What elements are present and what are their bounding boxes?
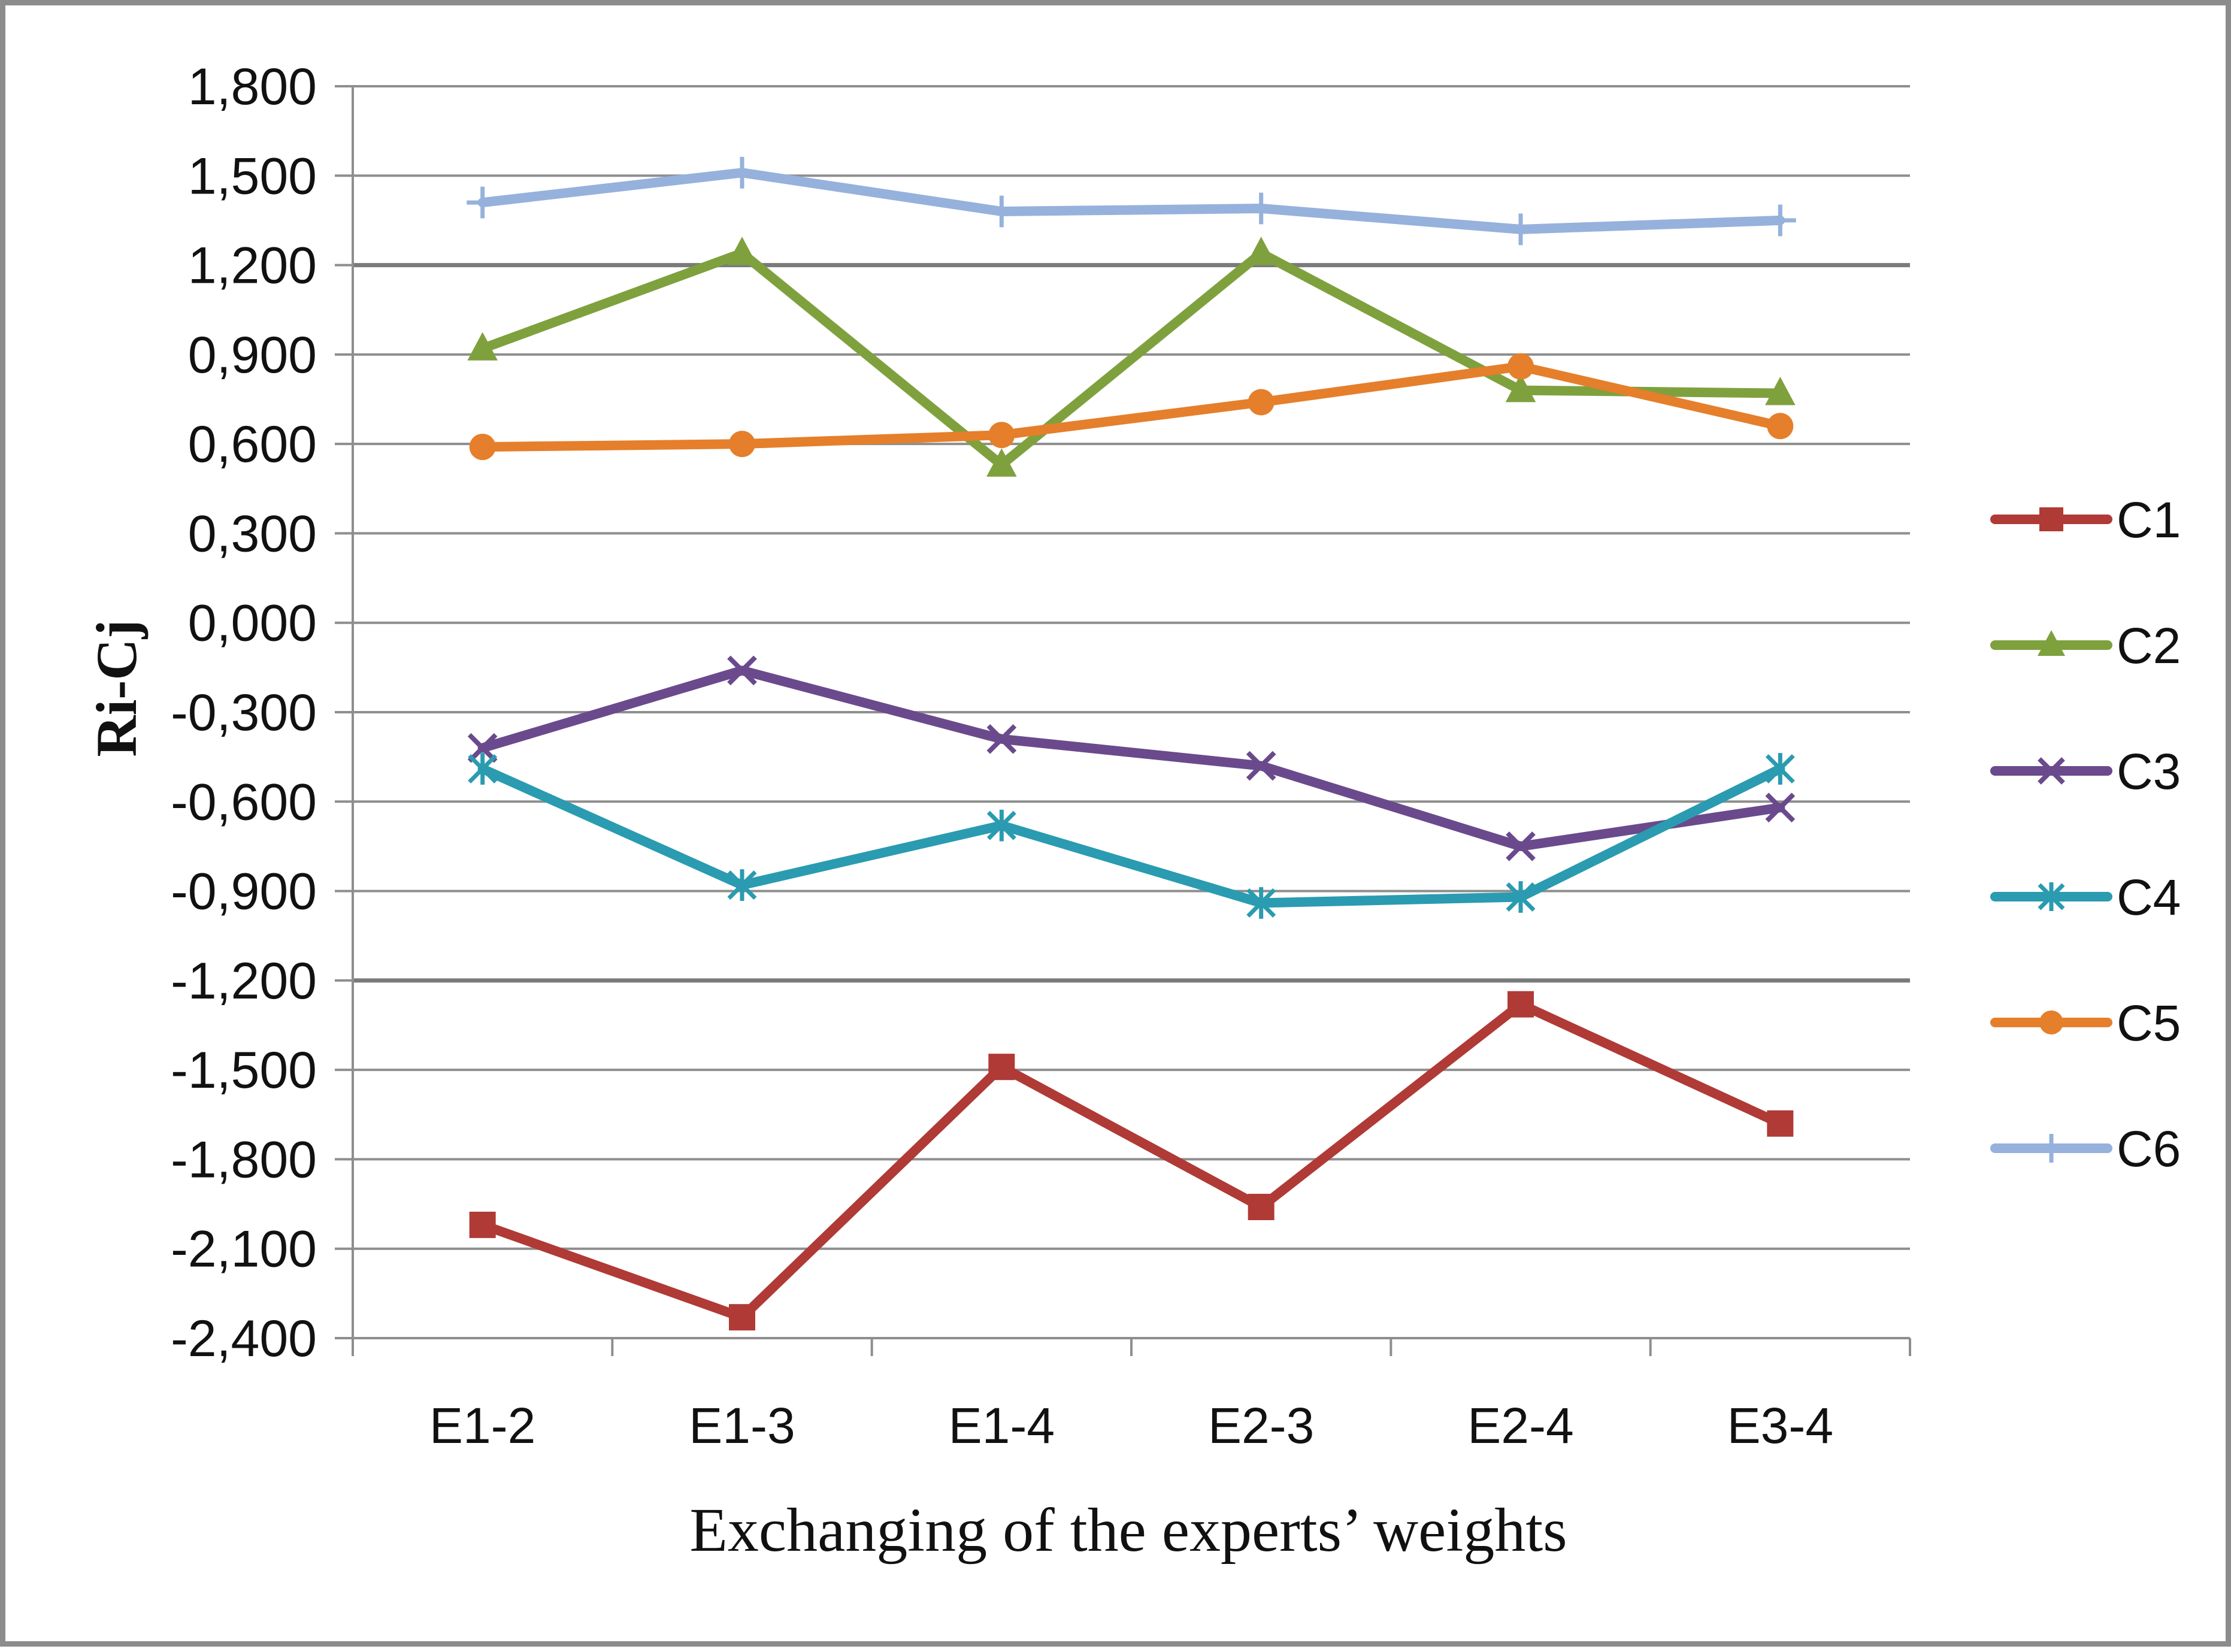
line-chart: 1,800 1,500 1,200 0,900 0,600 0,300 0,000 -0,30… <box>84 58 2181 1565</box>
data-point-c1 <box>988 1054 1015 1081</box>
data-point-c4 <box>468 753 498 785</box>
legend-marker <box>2038 757 2065 785</box>
y-tick-label: -0,300 <box>171 684 317 742</box>
data-point-c5 <box>1507 353 1534 380</box>
axes <box>335 85 1911 1356</box>
legend-label: C5 <box>2117 995 2181 1051</box>
y-tick-label: -0,900 <box>171 863 317 921</box>
y-tick-label: -0,600 <box>171 773 317 831</box>
y-tick-label: 0,900 <box>188 326 317 384</box>
data-point-c5 <box>1248 389 1275 416</box>
data-point-c3 <box>1506 831 1536 861</box>
series-line-c3 <box>477 665 1785 851</box>
data-point-c6 <box>1245 192 1278 225</box>
x-tick-label: E2-3 <box>1208 1397 1314 1454</box>
y-tick-label: 1,800 <box>188 58 317 116</box>
x-tick-label: E1-4 <box>949 1397 1055 1454</box>
x-tick-label: E1-3 <box>689 1397 795 1454</box>
legend-label: C1 <box>2117 492 2181 548</box>
series-c4 <box>468 753 1795 919</box>
y-tick-label: -1,800 <box>171 1131 317 1188</box>
y-tick-label: -1,200 <box>171 952 317 1010</box>
data-point-c6 <box>467 186 499 219</box>
data-point-c3 <box>727 655 757 686</box>
data-point-c4 <box>1506 881 1536 913</box>
data-point-c6 <box>1764 204 1796 237</box>
series-line-c5 <box>477 361 1785 452</box>
data-point-c1 <box>1248 1194 1275 1221</box>
data-point-c1 <box>1767 1110 1794 1137</box>
data-point-c4 <box>1765 753 1795 785</box>
legend-label: C4 <box>2117 869 2181 925</box>
series-group <box>467 156 1796 1331</box>
legend-marker <box>2038 630 2065 656</box>
legend: C1 C2 C3 C4 C5 C6 <box>1990 492 2181 1177</box>
legend-marker <box>2039 507 2063 531</box>
series-c1 <box>469 991 1794 1331</box>
data-point-c5 <box>729 431 755 458</box>
y-tick-label: -2,100 <box>171 1221 317 1278</box>
x-axis-title: Exchanging of the experts’ weights <box>689 1496 1567 1565</box>
legend-item-c6: C6 <box>1990 1121 2181 1177</box>
series-line-c1 <box>477 999 1785 1323</box>
data-point-c2 <box>1765 377 1796 406</box>
data-point-c2 <box>1505 374 1536 403</box>
y-tick-label: -2,400 <box>171 1310 317 1367</box>
legend-item-c1: C1 <box>1990 492 2181 548</box>
legend-marker <box>2038 882 2065 911</box>
series-c5 <box>469 353 1794 461</box>
data-point-c6 <box>985 195 1018 228</box>
y-tick-label: 0,600 <box>188 416 317 473</box>
y-tick-labels: 1,800 1,500 1,200 0,900 0,600 0,300 0,000 -0,30… <box>171 58 317 1367</box>
data-point-c5 <box>988 422 1015 449</box>
y-axis-title: Ri-Cj <box>84 619 149 757</box>
x-tick-label: E2-4 <box>1467 1397 1573 1454</box>
legend-label: C2 <box>2117 618 2181 674</box>
data-point-c1 <box>729 1304 755 1331</box>
legend-item-c4: C4 <box>1990 869 2181 925</box>
data-point-c3 <box>1765 792 1796 823</box>
legend-item-c2: C2 <box>1990 618 2181 674</box>
legend-label: C6 <box>2117 1121 2181 1177</box>
y-tick-label: 0,300 <box>188 505 317 562</box>
x-tick-label: E3-4 <box>1727 1397 1833 1454</box>
legend-marker <box>2039 1010 2063 1034</box>
data-point-c2 <box>467 332 498 361</box>
y-tick-label: -1,500 <box>171 1042 317 1099</box>
data-point-c4 <box>727 869 757 901</box>
series-c6 <box>467 156 1796 246</box>
series-line-c6 <box>477 168 1785 234</box>
legend-item-c3: C3 <box>1990 743 2181 800</box>
legend-item-c5: C5 <box>1990 995 2181 1051</box>
series-c2 <box>467 237 1796 477</box>
y-tick-label: 1,200 <box>188 237 317 295</box>
data-point-c6 <box>726 156 758 189</box>
data-point-c6 <box>1505 213 1537 246</box>
data-point-c4 <box>986 809 1016 842</box>
data-point-c3 <box>986 724 1017 754</box>
series-line-c2 <box>477 248 1785 470</box>
data-point-c4 <box>1246 887 1276 919</box>
data-point-c2 <box>986 448 1017 477</box>
data-point-c3 <box>1246 751 1276 781</box>
data-point-c3 <box>467 733 498 763</box>
data-point-c1 <box>469 1211 496 1238</box>
x-tick-label: E1-2 <box>429 1397 535 1454</box>
data-point-c5 <box>1767 413 1794 440</box>
x-tick-labels: E1-2 E1-3 E1-4 E2-3 E2-4 E3-4 <box>429 1397 1833 1454</box>
legend-label: C3 <box>2117 743 2181 800</box>
data-point-c2 <box>726 237 758 265</box>
data-point-c2 <box>1246 237 1276 265</box>
data-point-c1 <box>1507 991 1534 1018</box>
gridlines <box>353 85 1910 1339</box>
y-tick-label: 1,500 <box>188 147 317 205</box>
series-line-c4 <box>477 764 1785 908</box>
data-point-c5 <box>469 434 496 461</box>
legend-marker <box>2037 1134 2066 1163</box>
series-c3 <box>467 655 1796 861</box>
y-tick-label: 0,000 <box>188 595 317 652</box>
